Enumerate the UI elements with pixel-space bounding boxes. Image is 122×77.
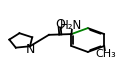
Text: CH₃: CH₃ [96,50,116,59]
Text: H₂N: H₂N [60,19,82,32]
Text: N: N [26,43,35,56]
Text: O: O [55,18,65,31]
